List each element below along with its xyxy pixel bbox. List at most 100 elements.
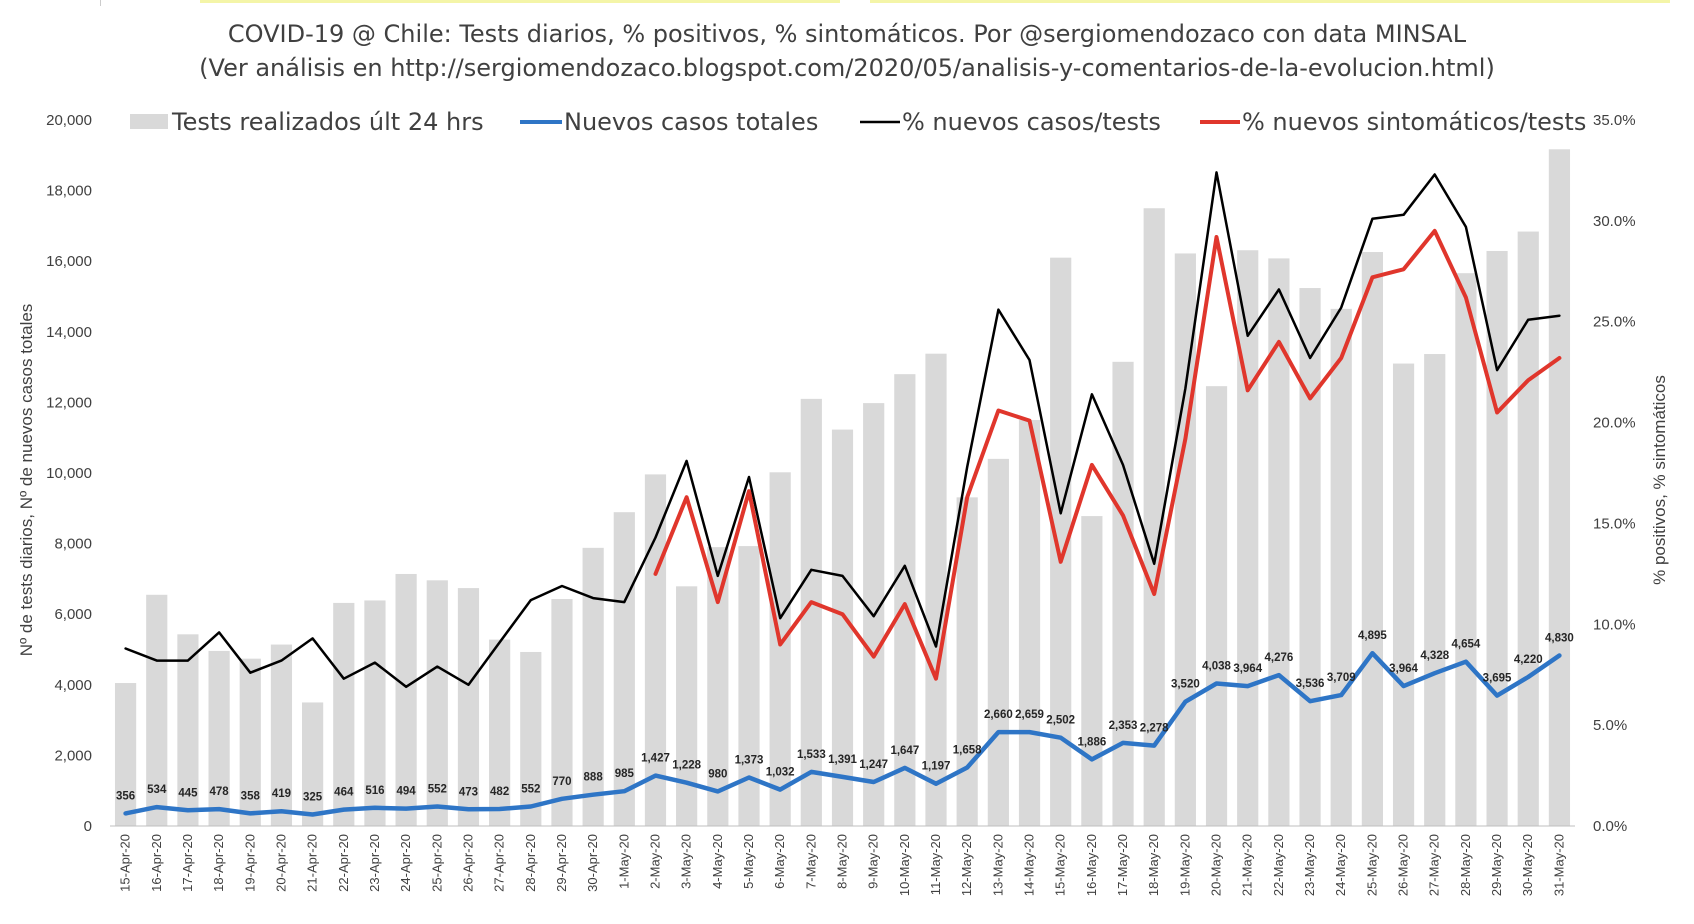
bar-tests [1548,149,1571,826]
bar-tests [302,702,324,826]
data-label-nuevos-casos: 2,502 [1046,715,1075,727]
x-tick-label: 14-May-20 [1022,834,1037,896]
bar-tests [1081,516,1103,826]
bar-tests [364,600,386,826]
y-tick-label: 8,000 [54,536,92,553]
y2-axis-label: % positivos, % sintomáticos [1650,375,1669,585]
bar-tests [738,546,760,826]
x-tick-label: 31-May-20 [1551,834,1566,896]
x-tick-label: 26-May-20 [1396,834,1411,896]
bar-tests [925,353,947,826]
bar-tests [1455,273,1477,826]
bar-tests [395,573,417,826]
data-label-nuevos-casos: 1,373 [735,755,764,767]
data-label-nuevos-casos: 516 [365,785,384,797]
data-label-nuevos-casos: 356 [116,790,135,802]
bar-tests [208,650,230,826]
x-tick-label: 24-May-20 [1333,834,1348,896]
y2-tick-label: 30.0% [1593,213,1636,230]
x-tick-label: 23-May-20 [1302,834,1317,896]
bar-tests [520,651,542,826]
bar-tests [239,658,261,826]
x-tick-label: 25-May-20 [1364,834,1379,896]
legend-label-nuevos-casos: Nuevos casos totales [564,108,818,136]
bar-tests [1361,252,1383,827]
data-label-nuevos-casos: 1,427 [641,753,670,765]
x-tick-label: 24-Apr-20 [398,834,413,892]
x-tick-label: 20-May-20 [1209,834,1224,896]
data-label-nuevos-casos: 4,654 [1452,639,1481,651]
x-tick-label: 17-May-20 [1115,834,1130,896]
line-pct-nuevos-sintomaticos [653,228,1562,681]
data-label-nuevos-casos: 482 [490,786,509,798]
bar-tests [1018,420,1041,826]
y-tick-label: 6,000 [54,606,92,623]
data-label-nuevos-casos: 4,276 [1264,652,1293,664]
data-label-nuevos-casos: 445 [178,787,198,799]
x-tick-label: 20-Apr-20 [273,834,288,892]
bar-tests [1424,354,1446,826]
bar-tests [769,472,791,826]
data-label-nuevos-casos: 1,197 [922,761,951,773]
bar-tests [1205,386,1228,826]
x-tick-label: 27-Apr-20 [492,834,507,892]
x-tick-label: 30-Apr-20 [585,834,600,892]
x-tick-label: 26-Apr-20 [460,834,475,892]
line-nuevos-casos [123,650,1562,817]
data-label-nuevos-casos: 478 [210,786,230,798]
data-label-nuevos-casos: 3,695 [1483,673,1512,685]
data-label-nuevos-casos: 2,660 [984,709,1013,721]
x-tick-label: 18-May-20 [1146,834,1161,896]
legend: Tests realizados últ 24 hrs Nuevos casos… [130,108,1586,136]
x-tick-label: 1-May-20 [616,834,631,889]
bars-tests [114,149,1571,827]
data-label-nuevos-casos: 3,964 [1233,663,1262,675]
legend-label-pct-casos: % nuevos casos/tests [902,108,1161,136]
x-tick-label: 28-May-20 [1458,834,1473,896]
x-tick-label: 25-Apr-20 [429,834,444,892]
data-label-nuevos-casos: 1,886 [1077,736,1106,748]
bar-tests [582,547,604,826]
line-pct-nuevos-casos [124,171,1561,689]
y2-tick-label: 35.0% [1593,112,1636,129]
x-tick-label: 21-May-20 [1240,834,1255,896]
data-label-nuevos-casos: 494 [397,786,417,798]
data-label-nuevos-casos: 1,533 [797,749,826,761]
x-tick-label: 15-May-20 [1053,834,1068,896]
data-label-nuevos-casos: 1,032 [766,767,795,779]
x-tick-label: 19-Apr-20 [242,834,257,892]
y-tick-label: 2,000 [54,747,92,764]
bar-tests [707,547,729,826]
y-axis-label: Nº de tests diarios, Nº de nuevos casos … [17,304,36,657]
bar-tests [270,644,293,826]
x-tick-label: 3-May-20 [679,834,694,889]
x-tick-label: 2-May-20 [647,834,662,889]
y2-tick-label: 20.0% [1593,415,1636,432]
data-label-nuevos-casos: 3,536 [1296,678,1325,690]
x-tick-label: 8-May-20 [835,834,850,889]
x-tick-label: 11-May-20 [928,834,943,895]
chart-title: COVID-19 @ Chile: Tests diarios, % posit… [228,20,1467,48]
data-label-nuevos-casos: 1,391 [828,754,857,766]
data-label-nuevos-casos: 3,964 [1389,663,1418,675]
x-tick-label: 23-Apr-20 [367,834,382,892]
x-tick-label: 13-May-20 [990,834,1005,896]
bar-tests [1517,231,1539,827]
x-tick-label: 22-May-20 [1271,834,1286,896]
data-label-nuevos-casos: 552 [428,784,447,796]
bar-tests [457,588,480,826]
data-label-nuevos-casos: 2,353 [1109,720,1138,732]
data-label-nuevos-casos: 552 [521,784,540,796]
data-label-nuevos-casos: 358 [241,790,261,802]
data-label-nuevos-casos: 3,709 [1327,672,1356,684]
x-tick-label: 10-May-20 [897,834,912,896]
data-label-nuevos-casos: 1,658 [953,744,982,756]
bar-tests [831,429,854,826]
bar-tests [644,474,667,826]
bar-tests [987,458,1009,826]
bar-tests [1050,257,1072,826]
bar-tests [426,580,448,826]
data-label-nuevos-casos: 1,647 [890,745,919,757]
top-strip [0,0,1694,6]
lines [123,171,1562,817]
